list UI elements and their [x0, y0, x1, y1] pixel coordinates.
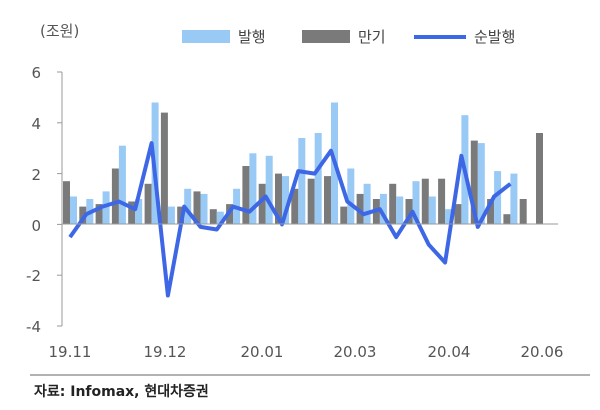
y-axis-ticks — [57, 71, 62, 327]
bar-issue — [412, 181, 420, 225]
bar-issue — [363, 183, 371, 225]
x-tick-label: 20.04 — [428, 343, 471, 361]
unit-label: (조원) — [40, 22, 79, 40]
bar-maturity — [340, 206, 348, 225]
bar-maturity — [275, 173, 282, 225]
bar-issue — [379, 193, 387, 225]
legend-swatch-maturity — [302, 30, 350, 43]
y-tick-label: -4 — [26, 318, 41, 336]
y-tick-label: 2 — [31, 166, 41, 184]
bar-maturity — [160, 112, 168, 225]
bar-maturity — [536, 133, 543, 225]
bar-maturity — [291, 188, 299, 225]
y-tick-label: 0 — [31, 217, 41, 235]
bar-issue — [428, 196, 436, 225]
y-tick-label: 6 — [31, 64, 41, 82]
bar-maturity — [487, 199, 495, 225]
bar-maturity — [193, 191, 201, 225]
bar-issue — [265, 155, 273, 225]
bar-maturity — [324, 176, 331, 225]
bar-maturity — [405, 199, 413, 225]
x-tick-label: 20.01 — [241, 343, 284, 361]
bar-maturity — [389, 183, 397, 225]
legend-label-issue: 발행 — [238, 28, 266, 46]
legend-label-net-issue: 순발행 — [474, 28, 515, 46]
bar-maturity — [209, 209, 217, 225]
bar-issue — [396, 196, 404, 225]
y-tick-label: 4 — [31, 115, 41, 133]
bar-maturity — [421, 178, 429, 225]
bar-maturity — [470, 140, 478, 225]
legend-swatch-issue — [182, 30, 230, 43]
bar-issue — [347, 168, 355, 225]
bar-maturity — [242, 166, 250, 225]
legend: 발행 만기 순발행 — [182, 28, 515, 46]
line-layer — [68, 141, 512, 298]
bar-issue — [200, 193, 208, 225]
bar-issue — [494, 171, 502, 225]
legend-label-maturity: 만기 — [358, 28, 386, 46]
x-tick-label: 19.12 — [144, 343, 187, 361]
bar-maturity — [63, 181, 70, 225]
bar-maturity — [454, 204, 462, 225]
x-tick-label: 20.06 — [521, 343, 564, 361]
bar-maturity — [111, 168, 119, 225]
y-tick-label: -2 — [26, 267, 41, 285]
line-net-issue — [68, 141, 512, 298]
bar-issue — [135, 199, 143, 225]
bar-issue — [249, 153, 257, 225]
bar-maturity — [95, 204, 103, 225]
x-axis-labels: 19.11 19.12 20.01 20.03 20.04 20.06 — [49, 343, 564, 361]
bar-issue — [510, 173, 518, 225]
bar-issue — [102, 191, 110, 225]
source-note: 자료: Infomax, 현대차증권 — [34, 384, 209, 400]
bar-issue — [216, 211, 224, 225]
bar-issue — [298, 138, 306, 225]
bar-maturity — [519, 199, 527, 225]
bar-issue — [445, 209, 453, 225]
bar-issue — [184, 188, 192, 225]
bar-maturity — [128, 201, 136, 225]
bar-maturity — [79, 206, 87, 225]
bar-maturity — [258, 183, 266, 225]
bar-maturity — [503, 214, 511, 225]
bar-issue — [70, 196, 77, 225]
bar-issue — [282, 176, 289, 225]
bar-issue — [477, 143, 485, 225]
bar-issue — [167, 206, 175, 225]
bar-maturity — [438, 178, 446, 225]
bar-maturity — [144, 183, 152, 225]
x-tick-label: 19.11 — [49, 343, 92, 361]
bar-issue — [314, 133, 322, 225]
bar-issue — [118, 145, 126, 225]
bar-maturity — [307, 178, 315, 225]
x-tick-label: 20.03 — [334, 343, 377, 361]
y-axis-labels: 6 4 2 0 -2 -4 — [26, 64, 41, 336]
